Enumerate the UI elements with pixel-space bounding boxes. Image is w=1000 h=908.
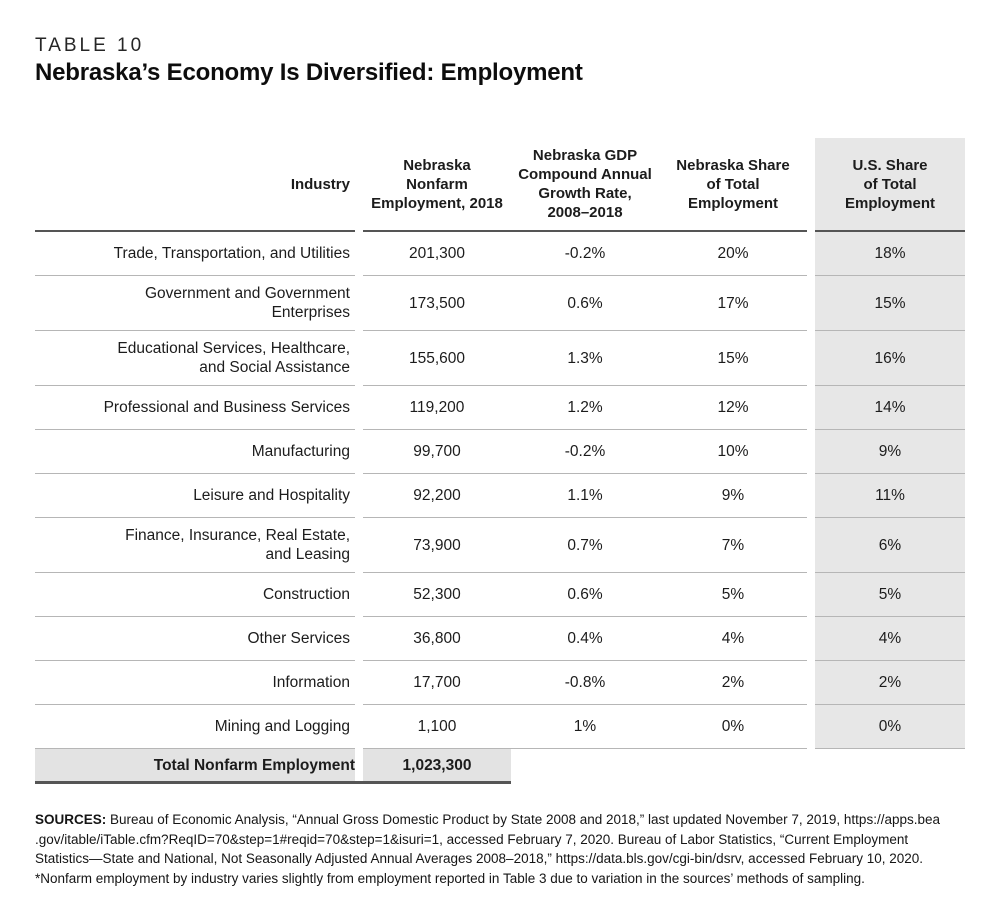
- ne-share-cell: 7%: [721, 536, 745, 554]
- employment-table: Industry Nebraska Nonfarm Employment, 20…: [35, 138, 965, 784]
- header-middle-columns: Nebraska Nonfarm Employment, 2018 Nebras…: [363, 138, 807, 232]
- employment-cell: 119,200: [409, 399, 465, 416]
- growth-rate-cell: -0.2%: [564, 245, 606, 262]
- growth-rate-cell: -0.2%: [564, 443, 606, 460]
- row-middle-columns: 1,100 1% 0%: [363, 705, 807, 749]
- us-share-cell: 0%: [815, 705, 965, 749]
- sources-label: SOURCES:: [35, 812, 107, 827]
- growth-rate-cell: 1.3%: [567, 349, 603, 367]
- table-row: Trade, Transportation, and Utilities 201,…: [35, 232, 965, 276]
- growth-rate-cell: 1%: [573, 718, 597, 735]
- us-share-cell: 6%: [815, 518, 965, 573]
- us-share-cell: 9%: [815, 430, 965, 474]
- table-row: Mining and Logging 1,100 1% 0% 0%: [35, 705, 965, 749]
- employment-cell: 201,300: [408, 245, 466, 262]
- col-header-us-share: U.S. Share of Total Employment: [815, 138, 965, 232]
- ne-share-cell: 5%: [721, 586, 745, 603]
- ne-share-cell: 12%: [717, 399, 749, 416]
- ne-share-cell: 2%: [721, 674, 745, 691]
- row-middle-columns: 119,200 1.2% 12%: [363, 386, 807, 430]
- col-header-ne-nonfarm-employment: Nebraska Nonfarm Employment, 2018: [371, 156, 503, 212]
- employment-cell: 1,100: [417, 718, 457, 735]
- employment-cell: 99,700: [413, 443, 461, 460]
- employment-cell: 36,800: [413, 630, 461, 647]
- col-header-ne-share: Nebraska Share of Total Employment: [676, 156, 790, 212]
- industry-cell: Finance, Insurance, Real Estate, and Lea…: [35, 518, 355, 573]
- sources-paragraph: SOURCES: Bureau of Economic Analysis, “A…: [35, 810, 965, 869]
- table-row: Professional and Business Services 119,20…: [35, 386, 965, 430]
- growth-rate-cell: -0.8%: [564, 674, 606, 691]
- total-value: 1,023,300: [363, 749, 511, 781]
- us-share-cell: 5%: [815, 573, 965, 617]
- table-row: Information 17,700 -0.8% 2% 2%: [35, 661, 965, 705]
- growth-rate-cell: 0.6%: [567, 294, 603, 312]
- row-middle-columns: 99,700 -0.2% 10%: [363, 430, 807, 474]
- page-title: Nebraska’s Economy Is Diversified: Emplo…: [35, 59, 583, 86]
- table-row: Construction 52,300 0.6% 5% 5%: [35, 573, 965, 617]
- employment-cell: 17,700: [413, 674, 461, 691]
- employment-cell: 173,500: [408, 294, 466, 312]
- ne-share-cell: 0%: [721, 718, 745, 735]
- industry-cell: Construction: [35, 573, 355, 617]
- table-row: Finance, Insurance, Real Estate, and Lea…: [35, 518, 965, 573]
- table-header-row: Industry Nebraska Nonfarm Employment, 20…: [35, 138, 965, 232]
- row-middle-columns: 73,900 0.7% 7%: [363, 518, 807, 573]
- row-middle-columns: 52,300 0.6% 5%: [363, 573, 807, 617]
- us-share-cell: 15%: [815, 276, 965, 331]
- ne-share-cell: 10%: [717, 443, 749, 460]
- table-row: Government and Government Enterprises 173…: [35, 276, 965, 331]
- ne-share-cell: 20%: [717, 245, 749, 262]
- sources-text: Bureau of Economic Analysis, “Annual Gro…: [35, 812, 940, 866]
- ne-share-cell: 15%: [717, 349, 749, 367]
- row-middle-columns: 201,300 -0.2% 20%: [363, 232, 807, 276]
- industry-cell: Educational Services, Healthcare, and So…: [35, 331, 355, 386]
- growth-rate-cell: 1.2%: [567, 399, 603, 416]
- col-header-industry: Industry: [35, 138, 355, 232]
- us-share-cell: 2%: [815, 661, 965, 705]
- industry-cell: Trade, Transportation, and Utilities: [35, 232, 355, 276]
- table-row: Educational Services, Healthcare, and So…: [35, 331, 965, 386]
- ne-share-cell: 9%: [721, 487, 745, 504]
- us-share-cell: 4%: [815, 617, 965, 661]
- row-middle-columns: 92,200 1.1% 9%: [363, 474, 807, 518]
- us-share-cell: 18%: [815, 232, 965, 276]
- row-middle-columns: 155,600 1.3% 15%: [363, 331, 807, 386]
- row-middle-columns: 17,700 -0.8% 2%: [363, 661, 807, 705]
- us-share-cell: 14%: [815, 386, 965, 430]
- industry-cell: Information: [35, 661, 355, 705]
- sampling-note: *Nonfarm employment by industry varies s…: [35, 870, 865, 886]
- industry-cell: Manufacturing: [35, 430, 355, 474]
- row-middle-columns: 173,500 0.6% 17%: [363, 276, 807, 331]
- industry-cell: Other Services: [35, 617, 355, 661]
- table-row: Leisure and Hospitality 92,200 1.1% 9% 11%: [35, 474, 965, 518]
- employment-cell: 155,600: [408, 349, 466, 367]
- employment-cell: 73,900: [413, 536, 461, 554]
- us-share-cell: 11%: [815, 474, 965, 518]
- industry-cell: Professional and Business Services: [35, 386, 355, 430]
- row-middle-columns: 36,800 0.4% 4%: [363, 617, 807, 661]
- col-header-gdp-growth-rate: Nebraska GDP Compound Annual Growth Rate…: [518, 147, 652, 221]
- table-number: TABLE 10: [35, 35, 145, 56]
- ne-share-cell: 17%: [717, 294, 749, 312]
- growth-rate-cell: 0.6%: [567, 586, 603, 603]
- growth-rate-cell: 0.7%: [567, 536, 603, 554]
- employment-cell: 92,200: [413, 487, 461, 504]
- table-row: Other Services 36,800 0.4% 4% 4%: [35, 617, 965, 661]
- sources-footer: SOURCES: Bureau of Economic Analysis, “A…: [35, 810, 965, 888]
- total-row: Total Nonfarm Employment 1,023,300: [35, 749, 511, 784]
- employment-cell: 52,300: [413, 586, 461, 603]
- growth-rate-cell: 0.4%: [567, 630, 603, 647]
- growth-rate-cell: 1.1%: [567, 487, 603, 504]
- total-label: Total Nonfarm Employment: [35, 749, 355, 781]
- table-body: Trade, Transportation, and Utilities 201,…: [35, 232, 965, 749]
- industry-cell: Mining and Logging: [35, 705, 355, 749]
- table-row: Manufacturing 99,700 -0.2% 10% 9%: [35, 430, 965, 474]
- us-share-cell: 16%: [815, 331, 965, 386]
- ne-share-cell: 4%: [721, 630, 745, 647]
- industry-cell: Government and Government Enterprises: [35, 276, 355, 331]
- industry-cell: Leisure and Hospitality: [35, 474, 355, 518]
